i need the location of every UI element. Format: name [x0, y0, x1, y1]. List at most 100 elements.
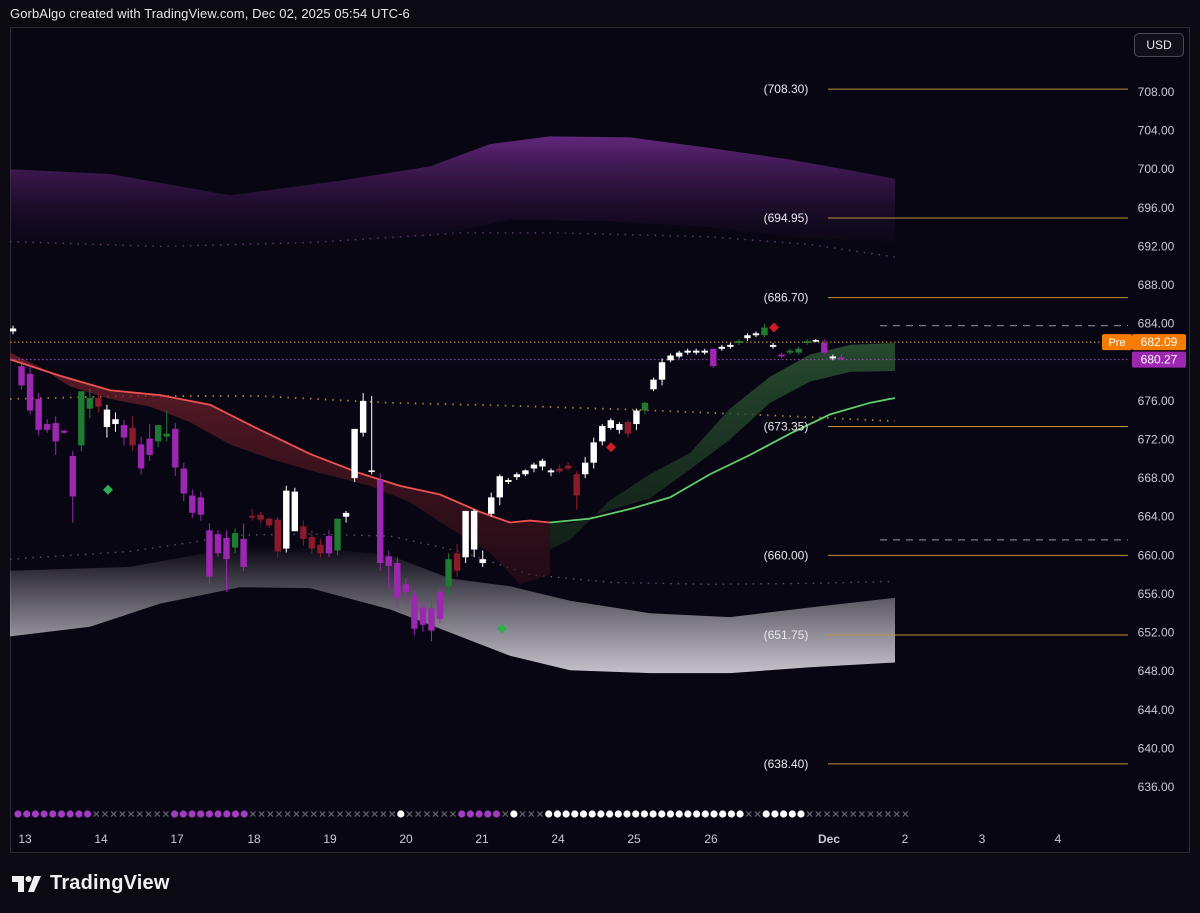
candle [821, 339, 828, 355]
candle-body [829, 356, 837, 359]
candle [137, 436, 145, 475]
candle-body [505, 480, 512, 482]
signal-dot-white [614, 810, 622, 818]
level-label-1: (694.95) [764, 211, 809, 225]
signal-dot-purple [66, 810, 74, 818]
x-axis-tick-label: Dec [818, 832, 840, 846]
candle [95, 393, 102, 413]
signal-cross [293, 810, 300, 818]
signal-dot-purple [75, 810, 83, 818]
candle-body [325, 536, 333, 554]
candle-body [419, 607, 427, 625]
currency-button[interactable]: USD [1134, 33, 1184, 57]
x-axis-tick-label: 14 [94, 832, 108, 846]
candle [342, 510, 350, 523]
upper-volatility-band [10, 136, 895, 247]
candle-body [718, 346, 726, 349]
tradingview-logo-icon [12, 875, 41, 892]
candle [197, 491, 205, 521]
candle-body [539, 460, 546, 467]
candle [838, 354, 845, 361]
candle [718, 344, 726, 351]
level-label-2: (686.70) [764, 291, 809, 305]
signal-dot-purple [40, 810, 48, 818]
candle [581, 456, 589, 479]
candle-body [206, 530, 213, 577]
candle-body [368, 470, 375, 472]
signal-dot-purple [240, 810, 248, 818]
signal-dot-purple [23, 810, 31, 818]
candlestick-chart[interactable]: (708.30) (694.95) (686.70) (673.35) (660.00)… [10, 27, 1190, 853]
candle [675, 350, 683, 359]
candle [419, 601, 427, 632]
candle [804, 339, 811, 345]
candle-body [675, 352, 683, 357]
candle [470, 509, 478, 558]
signal-cross [284, 810, 291, 818]
candle-body [727, 344, 734, 347]
candle [684, 348, 691, 355]
x-axis-tick-label: 25 [627, 832, 641, 846]
y-axis-tick-label: 696.00 [1138, 201, 1175, 215]
candle-body [564, 465, 572, 469]
candle-body [667, 355, 674, 361]
candle [61, 429, 68, 434]
signal-cross [824, 810, 831, 818]
x-axis-tick-label: 20 [399, 832, 413, 846]
candle [52, 416, 59, 455]
candle [701, 348, 708, 355]
signal-cross [832, 810, 839, 818]
candle-body [522, 470, 529, 475]
signal-dot-purple [223, 810, 231, 818]
candle-body [530, 464, 538, 469]
candle-body [479, 559, 486, 564]
candle [624, 420, 632, 438]
candle [180, 462, 187, 502]
candle-body [821, 342, 828, 353]
candle [479, 550, 486, 567]
candle [402, 578, 410, 604]
candle [291, 487, 299, 532]
level-label-0: (708.30) [764, 82, 809, 96]
candle-body [274, 519, 281, 552]
candle [462, 510, 469, 564]
signal-dot-white [562, 810, 570, 818]
y-axis-tick-label: 652.00 [1138, 626, 1175, 640]
candle-body [411, 595, 418, 629]
candle-body [573, 474, 580, 496]
signal-cross [319, 810, 326, 818]
signal-cross [876, 810, 883, 818]
candle-body [95, 397, 102, 407]
candle-body [462, 510, 469, 558]
candle-body [470, 510, 478, 550]
candle [43, 419, 51, 433]
signal-dot-white [571, 810, 579, 818]
signal-dot-white [640, 810, 649, 818]
level-label-3: (673.35) [764, 419, 809, 433]
x-axis-tick-label: 24 [551, 832, 565, 846]
signal-cross [884, 810, 892, 818]
candle-body [693, 350, 700, 353]
candle-body [778, 354, 785, 357]
chart-attribution-header: GorbAlgo created with TradingView.com, D… [10, 6, 410, 21]
x-axis-tick-label: 18 [247, 832, 261, 846]
candle-body [26, 373, 34, 411]
signal-dot-white [727, 810, 736, 818]
signal-dot-white [658, 810, 666, 818]
candle [522, 469, 529, 477]
premarket-price-badge [1132, 334, 1186, 351]
candle [317, 538, 324, 558]
candle [163, 410, 170, 442]
y-axis-tick-label: 708.00 [1138, 85, 1175, 99]
footer-logo[interactable]: TradingView [12, 872, 170, 895]
signal-cross [536, 810, 544, 818]
candle-body [769, 344, 777, 347]
candle [154, 425, 162, 448]
last-price-value: 680.27 [1141, 353, 1178, 367]
signal-cross [345, 810, 352, 818]
candle [248, 509, 256, 521]
sell-signal-diamond [769, 322, 779, 333]
signal-cross [441, 810, 448, 818]
candle-body [624, 422, 632, 434]
candle [214, 530, 222, 558]
